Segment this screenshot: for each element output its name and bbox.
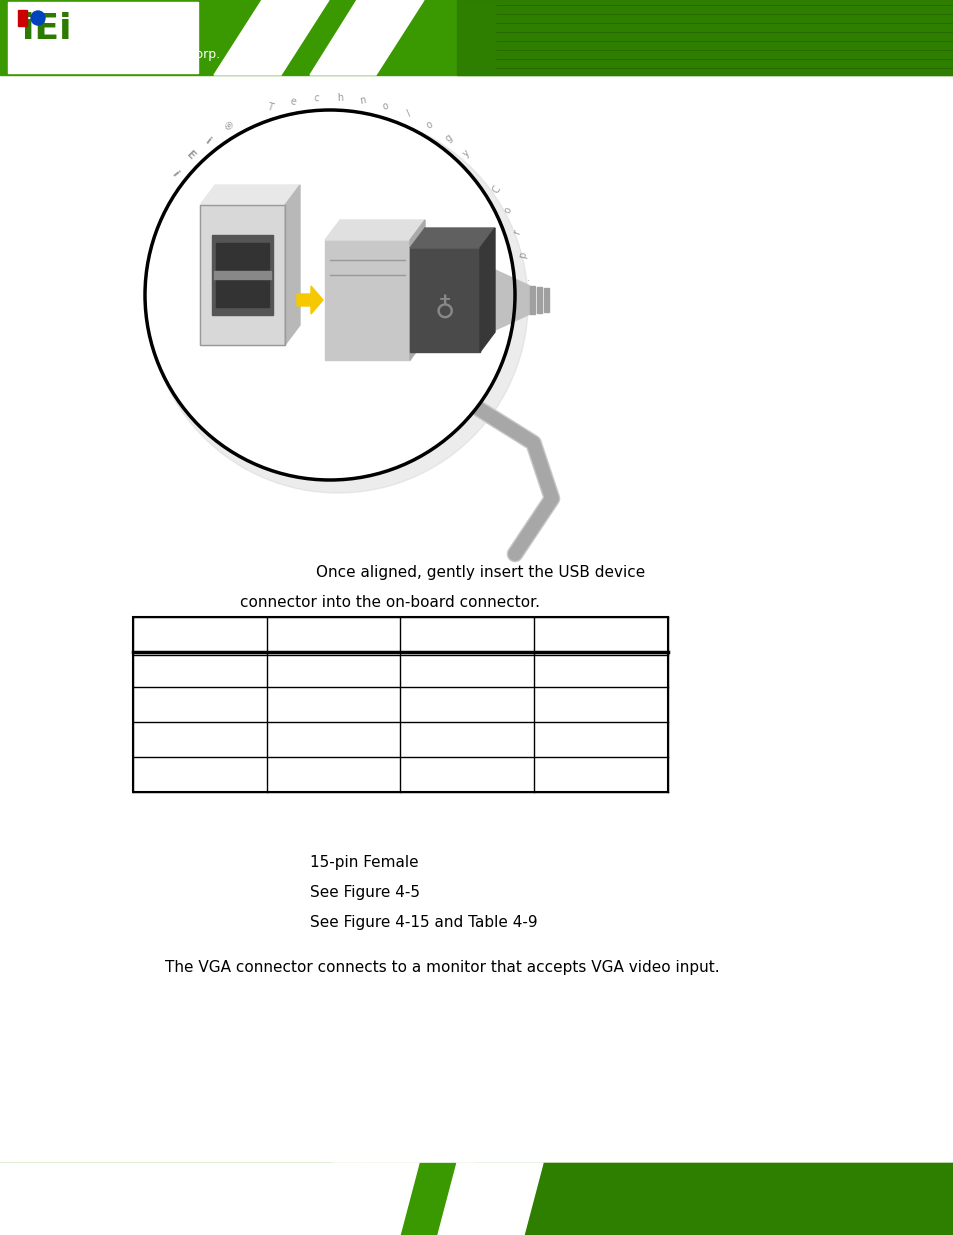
Bar [213,270,271,279]
Text: i: i [203,136,213,146]
Polygon shape [200,205,285,345]
Circle shape [145,110,515,480]
Bar [537,287,541,312]
Text: iEi: iEi [22,11,71,46]
Polygon shape [296,287,323,314]
Bar [212,235,273,315]
Text: C: C [490,184,502,195]
Text: Once aligned, gently insert the USB device: Once aligned, gently insert the USB devi… [315,564,644,580]
Bar [215,243,269,308]
Text: E: E [184,149,196,162]
Text: l: l [404,109,411,120]
Polygon shape [200,185,299,205]
Polygon shape [310,0,423,75]
Bar [456,0,952,75]
Text: o: o [423,119,434,131]
Text: 15-pin Female: 15-pin Female [310,855,418,869]
Bar [8,2,198,73]
Text: connector into the on-board connector.: connector into the on-board connector. [240,595,539,610]
Text: T: T [265,101,274,114]
Polygon shape [213,0,329,75]
Polygon shape [410,220,424,359]
Circle shape [148,112,527,493]
Text: See Figure 4-5: See Figure 4-5 [310,885,419,900]
Text: The VGA connector connects to a monitor that accepts VGA video input.: The VGA connector connects to a monitor … [165,960,719,974]
Bar [0,0,953,75]
Polygon shape [437,1163,542,1235]
Bar [476,1163,953,1235]
Polygon shape [410,228,495,248]
Text: g: g [443,132,454,143]
Polygon shape [285,185,299,345]
Text: e: e [289,96,296,107]
Polygon shape [479,228,495,352]
Polygon shape [410,248,479,352]
Text: n: n [358,95,367,106]
Text: p: p [517,251,528,258]
Circle shape [30,11,45,25]
Bar [0,1163,953,1235]
Bar [530,287,535,314]
Bar [543,288,548,312]
Text: .: . [520,275,531,280]
Text: r: r [511,228,521,236]
Text: o: o [381,100,390,111]
Text: h: h [335,93,343,104]
Polygon shape [479,263,530,337]
Text: ®: ® [220,120,233,133]
Bar [0,1163,361,1235]
Bar [200,205,285,345]
Bar [132,618,667,792]
Text: i: i [170,169,180,178]
Polygon shape [325,220,424,240]
Text: See Figure 4-15 and Table 4-9: See Figure 4-15 and Table 4-9 [310,915,537,930]
Polygon shape [314,1163,418,1235]
Text: c: c [313,94,319,104]
Text: ®Technology Corp.: ®Technology Corp. [100,48,220,61]
Text: ♁: ♁ [435,296,455,324]
Polygon shape [325,240,410,359]
Bar [18,10,27,26]
Text: o: o [501,205,513,215]
Text: y: y [460,147,472,158]
